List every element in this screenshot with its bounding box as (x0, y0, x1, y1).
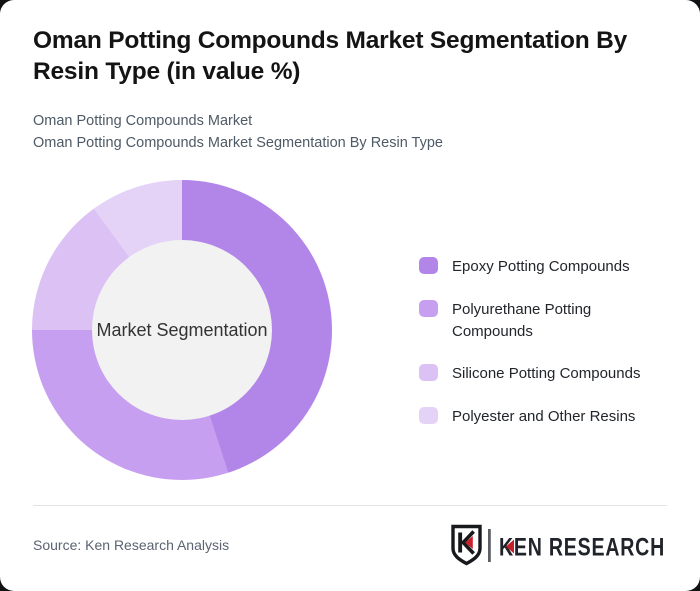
subtitle-block: Oman Potting Compounds Market Oman Potti… (33, 110, 443, 154)
legend-swatch-icon (419, 257, 438, 274)
legend-label: Epoxy Potting Compounds (452, 258, 630, 275)
subtitle-line-1: Oman Potting Compounds Market (33, 113, 253, 129)
legend-item: Polyurethane Potting Compounds (419, 299, 681, 343)
legend-label: Polyurethane Potting Compounds (452, 300, 592, 340)
legend-swatch-icon (419, 407, 438, 424)
logo-k-triangle (506, 539, 514, 554)
shield-k-icon (451, 524, 482, 566)
logo-wordmark: KEN RESEARCH (499, 534, 665, 562)
legend-label: Silicone Potting Compounds (452, 365, 641, 383)
footer-divider (33, 505, 667, 506)
donut-hole: Market Segmentation (92, 240, 272, 420)
legend-swatch-icon (419, 299, 438, 317)
legend-item: Epoxy Potting Compounds (419, 256, 681, 278)
legend-item: Silicone Potting Compounds (419, 363, 681, 385)
ken-research-logo-graphic: KEN RESEARCH (451, 524, 665, 566)
chart-center-label: Market Segmentation (96, 319, 268, 340)
legend-item: Polyester and Other Resins (419, 406, 681, 428)
donut-chart: Market Segmentation (32, 180, 332, 480)
source-text: Source: Ken Research Analysis (33, 537, 230, 553)
chart-legend: Epoxy Potting Compounds Polyurethane Pott… (419, 256, 681, 428)
legend-swatch-icon (419, 364, 438, 382)
subtitle-line-2: Oman Potting Compounds Market Segmentati… (33, 135, 443, 151)
ken-research-logo: KEN RESEARCH (448, 523, 670, 576)
legend-label: Polyester and Other Resins (452, 408, 636, 425)
logo-separator (488, 529, 491, 562)
page-title: Oman Potting Compounds Market Segmentati… (33, 27, 628, 85)
